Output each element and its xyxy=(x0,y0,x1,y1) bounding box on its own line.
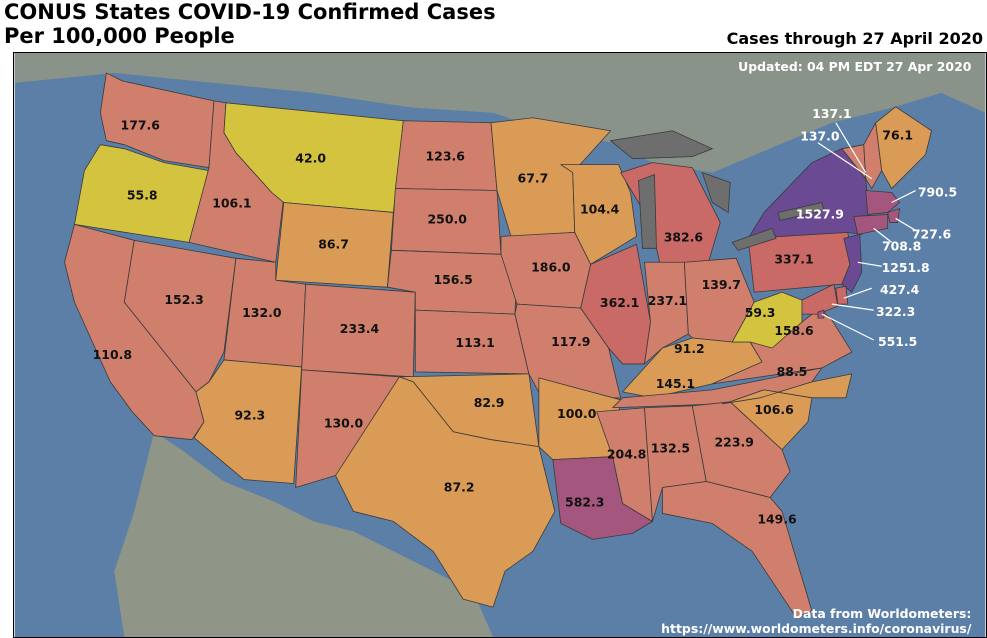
source-line-2: https://www.worldometers.info/coronaviru… xyxy=(661,621,972,636)
state-ms xyxy=(596,407,653,522)
label-dc: 551.5 xyxy=(878,334,917,349)
label-ne: 156.5 xyxy=(433,272,472,287)
state-de xyxy=(835,285,849,305)
state-nj xyxy=(841,233,863,293)
label-nv: 152.3 xyxy=(164,292,203,307)
leader-ri xyxy=(895,217,916,231)
label-vt: 137.1 xyxy=(812,106,851,121)
state-dc xyxy=(817,309,825,319)
state-fl xyxy=(662,481,813,618)
state-wv xyxy=(731,291,803,349)
label-va: 158.6 xyxy=(774,323,813,338)
label-nd: 123.6 xyxy=(426,149,465,164)
title-line-1: CONUS States COVID-19 Confirmed Cases xyxy=(4,0,496,24)
state-nh xyxy=(863,122,883,189)
label-or: 55.8 xyxy=(127,187,158,202)
mexico-land xyxy=(114,431,494,637)
label-ky: 91.2 xyxy=(674,341,705,356)
state-wi xyxy=(560,164,637,265)
label-ny: 1527.9 xyxy=(796,206,844,221)
canada-land xyxy=(14,53,986,173)
lake-superior xyxy=(609,130,714,160)
title-line-2: Per 100,000 People xyxy=(4,24,235,48)
label-me: 76.1 xyxy=(882,128,913,143)
lake-michigan xyxy=(638,174,657,249)
label-wa: 177.6 xyxy=(121,118,160,133)
label-la: 582.3 xyxy=(565,494,604,509)
state-nc xyxy=(721,373,853,405)
label-nj: 1251.8 xyxy=(882,260,930,275)
label-ok: 82.9 xyxy=(474,395,505,410)
label-sd: 250.0 xyxy=(428,211,468,226)
state-il xyxy=(580,243,651,365)
leader-ct xyxy=(873,227,893,243)
state-az xyxy=(193,359,303,484)
state-va xyxy=(711,307,853,385)
label-co: 233.4 xyxy=(340,321,380,336)
state-ma xyxy=(865,190,901,215)
label-tx: 87.2 xyxy=(444,479,475,494)
label-mn: 67.7 xyxy=(518,171,549,186)
label-md: 322.3 xyxy=(876,304,915,319)
leader-vt xyxy=(835,122,867,173)
label-fl: 149.6 xyxy=(757,511,796,526)
covid-map: 177.6 55.8 110.8 106.1 152.3 42.0 86.7 1… xyxy=(13,52,987,638)
label-ri: 727.6 xyxy=(912,226,951,241)
label-ga: 223.9 xyxy=(715,435,754,450)
lake-ontario xyxy=(777,202,825,221)
label-ms: 204.8 xyxy=(607,447,646,462)
state-labels: 177.6 55.8 110.8 106.1 152.3 42.0 86.7 1… xyxy=(93,106,958,527)
lake-huron xyxy=(701,171,731,214)
state-md xyxy=(801,283,839,315)
state-wa xyxy=(99,72,215,169)
leader-nj xyxy=(857,261,882,267)
label-al: 132.5 xyxy=(651,441,690,456)
state-tx xyxy=(335,376,556,608)
label-ks: 113.1 xyxy=(455,335,494,350)
state-me xyxy=(875,106,932,189)
great-lakes xyxy=(609,130,825,251)
label-tn: 145.1 xyxy=(656,376,695,391)
label-ma: 790.5 xyxy=(918,185,957,200)
label-ct: 708.8 xyxy=(882,238,921,253)
label-de: 427.4 xyxy=(880,282,920,297)
label-wv: 59.3 xyxy=(745,305,776,320)
leader-md xyxy=(831,303,874,311)
source-line-1: Data from Worldometers: xyxy=(793,606,972,621)
states-layer xyxy=(64,72,932,618)
label-in: 237.1 xyxy=(648,293,687,308)
label-oh: 139.7 xyxy=(702,277,741,292)
leader-lines xyxy=(817,122,916,341)
leader-dc xyxy=(821,313,874,341)
label-mt: 42.0 xyxy=(295,151,326,166)
updated-label: Updated: 04 PM EDT 27 Apr 2020 xyxy=(738,59,972,74)
label-wi: 104.4 xyxy=(580,201,620,216)
label-ca: 110.8 xyxy=(93,347,132,362)
label-ar: 100.0 xyxy=(557,406,597,421)
label-ia: 186.0 xyxy=(531,259,571,274)
label-nh: 137.0 xyxy=(800,129,840,144)
label-wy: 86.7 xyxy=(318,236,349,251)
state-ct xyxy=(853,214,889,235)
lake-erie xyxy=(731,227,777,251)
leader-nh xyxy=(817,142,873,180)
label-sc: 106.6 xyxy=(754,402,793,417)
leader-ma xyxy=(891,189,916,204)
leader-de xyxy=(843,287,872,299)
label-mi: 382.6 xyxy=(664,229,703,244)
cases-through-label: Cases through 27 April 2020 xyxy=(726,29,983,48)
label-nm: 130.0 xyxy=(324,416,364,431)
label-id: 106.1 xyxy=(212,195,251,210)
label-il: 362.1 xyxy=(600,295,639,310)
map-title: CONUS States COVID-19 Confirmed Cases Pe… xyxy=(4,0,496,48)
label-mo: 117.9 xyxy=(551,334,590,349)
label-az: 92.3 xyxy=(235,408,266,423)
label-ut: 132.0 xyxy=(242,305,282,320)
label-nc: 88.5 xyxy=(777,364,808,379)
label-pa: 337.1 xyxy=(774,251,813,266)
